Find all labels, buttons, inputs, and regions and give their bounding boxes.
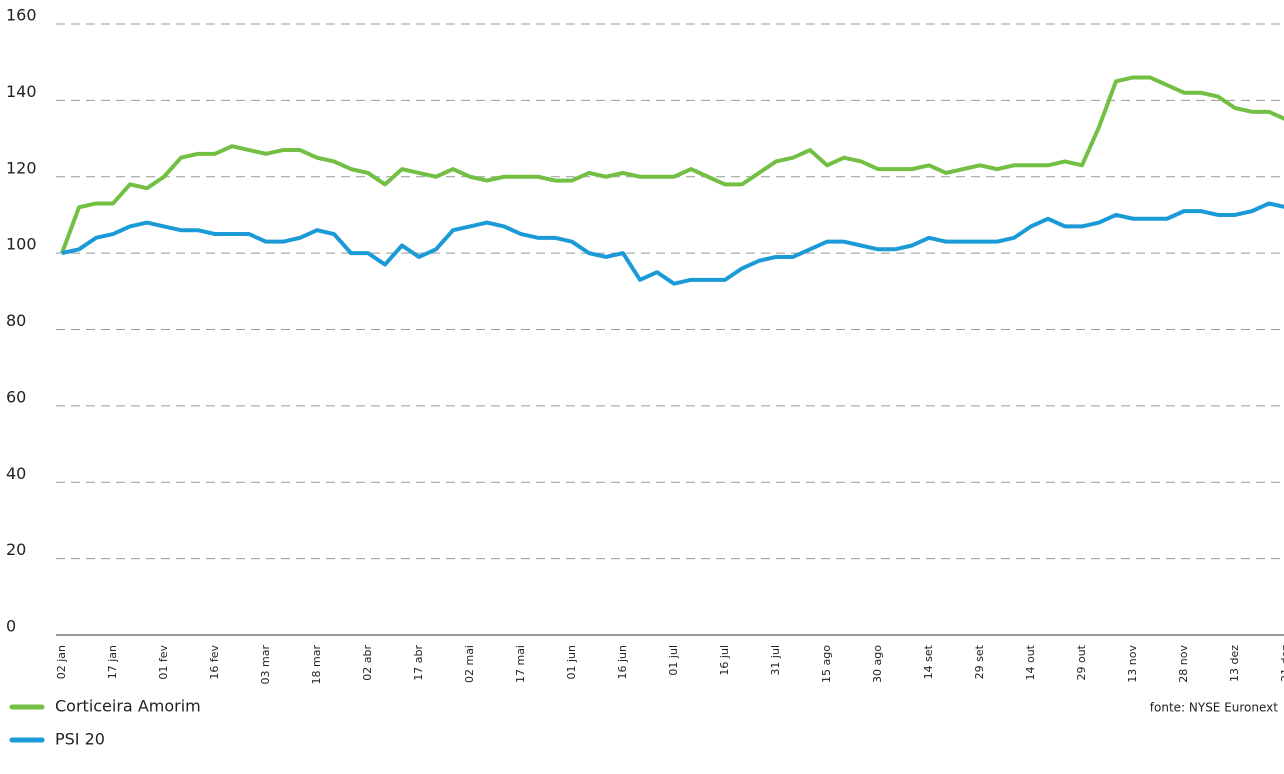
source-note: fonte: NYSE Euronext: [1150, 701, 1279, 715]
legend-label: PSI 20: [55, 730, 105, 749]
x-tick-label: 14 out: [1024, 644, 1037, 680]
x-tick-label: 18 mar: [310, 645, 323, 685]
x-tick-label: 17 abr: [412, 645, 425, 681]
y-tick-label: 120: [6, 158, 37, 177]
x-tick-label: 29 set: [973, 644, 986, 679]
x-tick-label: 01 fev: [157, 645, 170, 680]
x-tick-label: 29 out: [1075, 644, 1088, 680]
x-tick-label: 17 mai: [514, 645, 527, 683]
x-tick-label: 30 ago: [871, 645, 884, 683]
x-tick-label: 02 jan: [55, 645, 68, 679]
x-tick-label: 02 mai: [463, 645, 476, 683]
x-tick-label: 16 jun: [616, 645, 629, 680]
y-tick-label: 160: [6, 6, 37, 25]
x-tick-label: 17 jan: [106, 645, 119, 679]
y-tick-label: 40: [6, 464, 26, 483]
x-tick-label: 13 nov: [1126, 645, 1139, 683]
x-tick-label: 31 jul: [769, 645, 782, 676]
y-tick-label: 0: [6, 617, 16, 636]
x-tick-label: 13 dez: [1228, 645, 1241, 682]
x-tick-label: 31 dez: [1279, 645, 1284, 682]
y-tick-label: 100: [6, 235, 37, 254]
x-tick-label: 01 jun: [565, 645, 578, 680]
legend-label: Corticeira Amorim: [55, 697, 201, 716]
x-tick-label: 16 jul: [718, 645, 731, 676]
y-tick-label: 20: [6, 540, 26, 559]
x-tick-label: 28 nov: [1177, 645, 1190, 683]
y-tick-label: 60: [6, 387, 26, 406]
x-tick-label: 03 mar: [259, 645, 272, 685]
y-tick-label: 140: [6, 82, 37, 101]
series-line: [60, 75, 1284, 254]
x-tick-label: 01 jul: [667, 645, 680, 676]
x-tick-label: 16 fev: [208, 645, 221, 680]
plot-area: [60, 75, 1284, 286]
x-tick-label: 02 abr: [361, 645, 374, 681]
x-tick-label: 14 set: [922, 644, 935, 679]
x-tick-label: 15 ago: [820, 645, 833, 683]
y-tick-label: 80: [6, 311, 26, 330]
series-line: [61, 201, 1284, 286]
